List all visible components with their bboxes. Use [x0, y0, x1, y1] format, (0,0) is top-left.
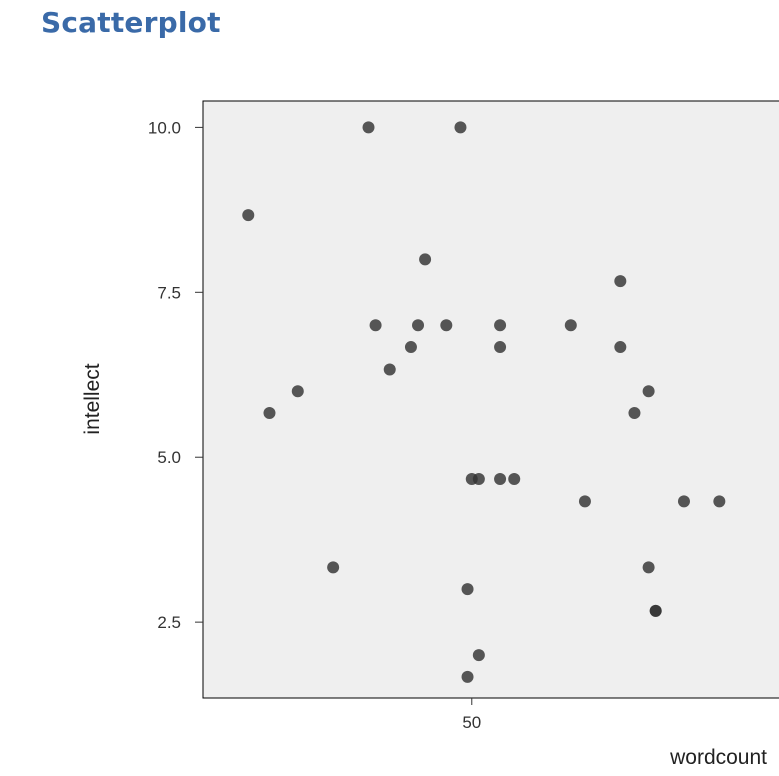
- data-point: [564, 319, 577, 332]
- data-point: [263, 407, 276, 420]
- data-point: [404, 341, 417, 354]
- data-point: [614, 341, 627, 354]
- x-tick-label: 50: [462, 713, 481, 732]
- y-tick-label: 2.5: [157, 613, 181, 632]
- data-point: [440, 319, 453, 332]
- data-point: [677, 495, 690, 508]
- data-point: [642, 385, 655, 398]
- data-point: [628, 407, 641, 420]
- y-tick-label: 10.0: [148, 118, 181, 137]
- page-title: Scatterplot: [41, 6, 221, 39]
- data-point: [578, 495, 591, 508]
- x-axis: 50: [462, 698, 481, 732]
- data-point: [713, 495, 726, 508]
- data-point: [614, 275, 627, 288]
- data-point: [461, 670, 474, 683]
- data-point: [461, 583, 474, 596]
- data-point: [369, 319, 382, 332]
- y-axis-title: intellect: [81, 363, 104, 434]
- data-point: [642, 561, 655, 574]
- data-point: [383, 363, 396, 376]
- data-point: [472, 472, 485, 485]
- data-points: [242, 121, 726, 683]
- data-point: [454, 121, 467, 134]
- data-point: [242, 209, 255, 222]
- data-point: [419, 253, 432, 266]
- data-point: [362, 121, 375, 134]
- data-point: [494, 341, 507, 354]
- data-point: [412, 319, 425, 332]
- x-axis-title: wordcount: [669, 746, 767, 769]
- data-point: [472, 649, 485, 662]
- data-point: [508, 472, 521, 485]
- y-tick-label: 5.0: [157, 448, 181, 467]
- data-point: [327, 561, 340, 574]
- y-axis: 2.5 5.0 7.5 10.0: [148, 118, 203, 632]
- plot-panel: [202, 100, 779, 699]
- data-point: [494, 472, 507, 485]
- data-point: [291, 385, 304, 398]
- y-tick-label: 7.5: [157, 283, 181, 302]
- data-point: [494, 319, 507, 332]
- data-point: [649, 604, 662, 617]
